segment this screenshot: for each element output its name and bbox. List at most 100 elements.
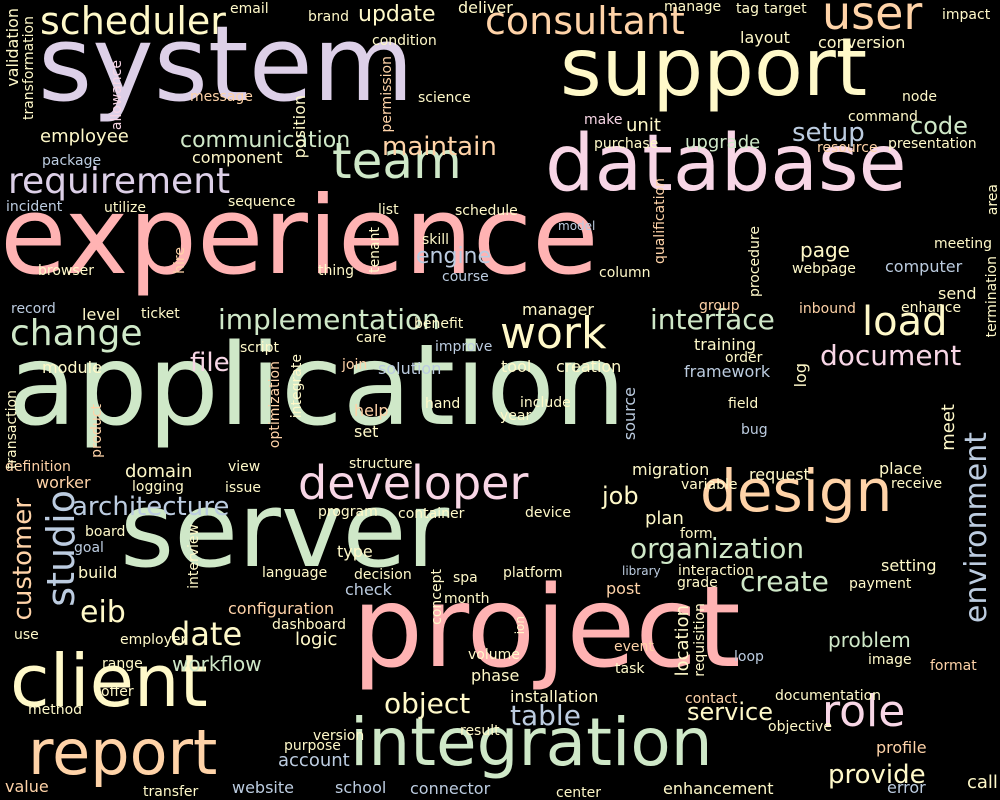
word-provide: provide [828,760,926,790]
word-message: message [190,89,253,105]
word-domain: domain [125,461,193,482]
word-email: email [230,1,269,17]
word-objective: objective [768,719,832,735]
word-manage: manage [664,0,722,15]
word-profile: profile [876,738,927,757]
word-computer: computer [885,257,963,276]
word-set: set [354,422,379,441]
word-task: task [615,661,645,677]
word-make: make [584,112,623,128]
word-connector: connector [410,779,491,798]
word-sequence: sequence [228,194,296,210]
word-training: training [694,335,756,354]
word-meet: meet [938,404,959,451]
word-support: support [560,21,868,114]
word-page: page [800,238,850,262]
word-validation: validation [3,8,22,87]
word-error: error [887,778,926,797]
word-server: server [120,469,450,591]
word-structure: structure [349,456,413,472]
word-enhancement: enhancement [663,779,774,798]
word-communication: communication [180,128,351,153]
word-location: location [672,605,693,677]
word-science: science [418,90,471,106]
word-interface: interface [650,303,775,336]
word-position: position [290,95,309,159]
word-update: update [358,2,436,27]
word-value: value [5,777,49,796]
word-website: website [232,778,294,797]
word-post: post [606,579,641,598]
word-presentation: presentation [888,136,977,152]
word-help: help [354,401,389,420]
word-scheduler: scheduler [40,0,226,43]
word-tool: tool [501,357,532,376]
word-target: target [764,1,807,17]
word-log: log [791,363,810,388]
word-course: course [442,269,489,285]
word-school: school [335,778,387,797]
word-skill: skill [422,232,450,248]
word-optimization: optimization [267,361,283,449]
word-condition: condition [372,33,437,49]
word-care: care [356,330,387,346]
word-load: load [862,299,948,345]
word-resource: resource [817,140,878,156]
word-column: column [599,265,651,281]
word-date: date [170,615,243,653]
word-view: view [228,459,261,475]
word-plan: plan [645,508,684,529]
word-maintain: maintain [382,132,497,162]
word-documentation: documentation [775,688,882,704]
word-variable: variable [681,477,738,493]
word-implementation: implementation [218,303,440,336]
word-enhance: enhance [901,300,962,316]
word-configuration: configuration [228,599,335,618]
word-improve: improve [435,339,493,355]
word-requisition: requisition [692,603,708,677]
word-employee: employee [40,126,129,147]
word-dashboard: dashboard [272,617,347,633]
word-conversion: conversion [818,33,906,52]
word-role: role [822,686,906,737]
word-product: product [89,404,105,458]
word-brand: brand [308,9,349,25]
word-schedule: schedule [455,203,518,219]
word-transformation: transformation [21,16,37,121]
word-ticket: ticket [141,306,180,322]
word-object: object [384,687,471,720]
word-procedure: procedure [747,226,763,298]
word-library: library [622,564,661,578]
word-command: command [848,109,918,125]
word-phase: phase [471,666,520,685]
word-workflow: workflow [172,652,262,676]
word-engine: engine [416,244,492,269]
word-termination: termination [984,256,1000,338]
word-impact: impact [942,7,991,23]
word-version: version [313,728,365,744]
word-document: document [820,339,962,372]
word-purchase: purchase [594,136,659,152]
word-integration: integration [350,704,713,781]
word-experience: experience [0,174,599,299]
word-system: system [38,3,414,125]
word-setting: setting [881,556,937,575]
word-benefit: benefit [414,316,464,332]
word-thing: thing [318,263,355,279]
word-board: board [85,524,126,540]
word-creation: creation [556,357,622,376]
word-image: image [868,652,912,668]
word-year: year [500,408,532,424]
word-report: report [28,716,218,789]
word-change: change [10,313,143,354]
word-qualification: qualification [652,178,668,265]
word-team: team [332,132,462,190]
word-platform: platform [503,565,563,581]
word-work: work [500,308,607,359]
word-environment: environment [959,432,994,624]
word-package: package [42,153,102,169]
word-problem: problem [828,628,911,652]
word-organization: organization [630,532,805,565]
word-join: join [342,357,368,373]
